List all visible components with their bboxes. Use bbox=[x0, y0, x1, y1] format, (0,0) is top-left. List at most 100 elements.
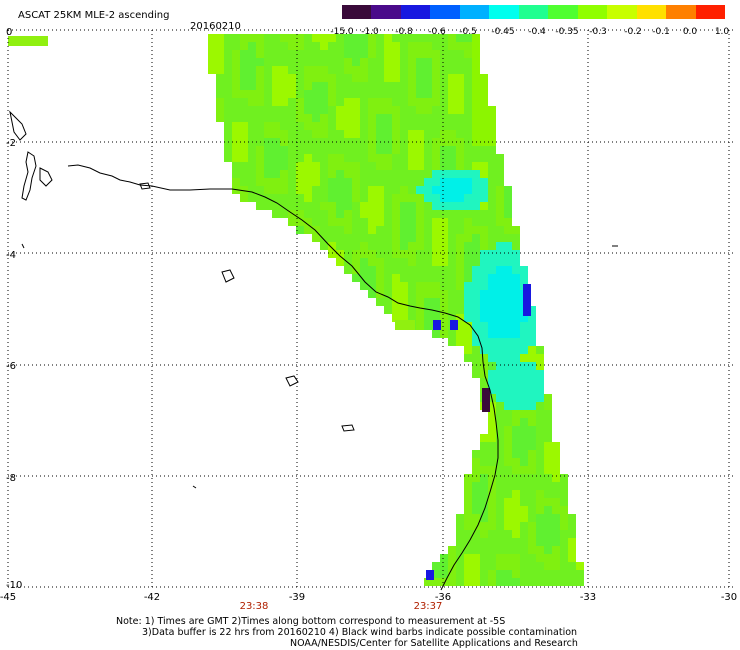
swath-cell bbox=[528, 530, 536, 538]
swath-cell bbox=[328, 202, 336, 210]
swath-cell bbox=[504, 274, 512, 282]
swath-cell bbox=[256, 202, 264, 210]
swath-cell bbox=[288, 58, 296, 66]
swath-cell bbox=[424, 274, 432, 282]
swath-cell bbox=[560, 578, 568, 586]
swath-cell bbox=[432, 82, 440, 90]
swath-cell bbox=[376, 274, 384, 282]
swath-cell bbox=[472, 354, 480, 362]
swath-cell bbox=[552, 482, 560, 490]
swath-cell bbox=[384, 58, 392, 66]
swath-cell bbox=[512, 450, 520, 458]
swath-cell bbox=[488, 338, 496, 346]
swath-cell bbox=[512, 570, 520, 578]
swath-cell bbox=[520, 386, 528, 394]
swath-cell bbox=[464, 114, 472, 122]
swath-cell bbox=[488, 234, 496, 242]
swath-cell bbox=[472, 546, 480, 554]
swath-cell bbox=[472, 522, 480, 530]
swath-cell bbox=[400, 82, 408, 90]
swath-cell bbox=[512, 330, 520, 338]
swath-cell bbox=[432, 578, 440, 586]
swath-cell bbox=[400, 226, 408, 234]
swath-cell bbox=[320, 122, 328, 130]
swath-cell bbox=[312, 178, 320, 186]
swath-cell bbox=[395, 320, 415, 330]
swath-cell bbox=[480, 82, 488, 90]
swath-cell bbox=[432, 42, 440, 50]
swath-cell bbox=[296, 186, 304, 194]
swath-cell bbox=[248, 106, 256, 114]
swath-cell bbox=[272, 42, 280, 50]
swath-cell bbox=[520, 578, 528, 586]
swath-cell bbox=[464, 146, 472, 154]
swath-cell bbox=[512, 490, 520, 498]
swath-cell bbox=[312, 202, 320, 210]
swath-cell bbox=[504, 538, 512, 546]
swath-cell bbox=[288, 162, 296, 170]
swath-cell bbox=[368, 186, 376, 194]
swath-cell bbox=[392, 122, 400, 130]
swath-cell bbox=[344, 130, 352, 138]
swath-cell bbox=[568, 578, 576, 586]
swath-cell bbox=[240, 154, 248, 162]
swath-cell bbox=[248, 130, 256, 138]
swath-cell bbox=[304, 130, 312, 138]
swath-cell bbox=[384, 306, 392, 314]
swath-cell bbox=[456, 306, 464, 314]
swath-cell bbox=[8, 36, 48, 46]
swath-cell bbox=[360, 162, 368, 170]
swath-cell bbox=[240, 42, 248, 50]
swath-cell bbox=[472, 42, 480, 50]
swath-cell bbox=[456, 290, 464, 298]
swath-cell bbox=[376, 98, 384, 106]
swath-cell bbox=[336, 66, 344, 74]
swath-cell bbox=[328, 114, 336, 122]
swath-cell bbox=[400, 42, 408, 50]
swath-cell bbox=[408, 66, 416, 74]
swath-cell bbox=[392, 282, 400, 290]
swath-cell bbox=[448, 234, 456, 242]
swath-cell bbox=[376, 154, 384, 162]
swath-cell bbox=[504, 522, 512, 530]
swath-cell bbox=[536, 530, 544, 538]
swath-cell bbox=[488, 146, 496, 154]
swath-cell bbox=[280, 98, 288, 106]
y-axis-label-2: -2 bbox=[6, 138, 16, 149]
swath-cell bbox=[480, 162, 488, 170]
swath-cell bbox=[480, 218, 488, 226]
swath-cell bbox=[536, 506, 544, 514]
swath-cell bbox=[320, 106, 328, 114]
swath-cell bbox=[544, 394, 552, 402]
swath-cell bbox=[368, 274, 376, 282]
swath-cell bbox=[424, 266, 432, 274]
swath-cell bbox=[488, 370, 496, 378]
swath-cell bbox=[504, 490, 512, 498]
swath-cell bbox=[512, 250, 520, 258]
colorbar bbox=[342, 5, 726, 19]
swath-cell bbox=[384, 202, 392, 210]
swath-cell bbox=[232, 50, 240, 58]
swath-cell bbox=[440, 162, 448, 170]
swath-cell bbox=[504, 322, 512, 330]
swath-cell bbox=[512, 522, 520, 530]
swath-cell bbox=[280, 130, 288, 138]
swath-cell bbox=[400, 154, 408, 162]
swath-cell bbox=[552, 442, 560, 450]
swath-cell bbox=[416, 170, 424, 178]
swath-cell bbox=[400, 34, 408, 42]
swath-cell bbox=[216, 106, 224, 114]
swath-cell bbox=[480, 522, 488, 530]
swath-cell bbox=[512, 346, 520, 354]
swath-cell bbox=[424, 298, 432, 306]
swath-cell bbox=[448, 266, 456, 274]
swath-cell bbox=[304, 82, 312, 90]
swath-cell bbox=[280, 154, 288, 162]
swath-cell bbox=[224, 98, 232, 106]
swath-cell bbox=[504, 442, 512, 450]
swath-cell bbox=[512, 498, 520, 506]
swath-cell bbox=[320, 74, 328, 82]
swath-cell bbox=[480, 458, 488, 466]
swath-cell bbox=[368, 170, 376, 178]
swath-cell bbox=[384, 274, 392, 282]
